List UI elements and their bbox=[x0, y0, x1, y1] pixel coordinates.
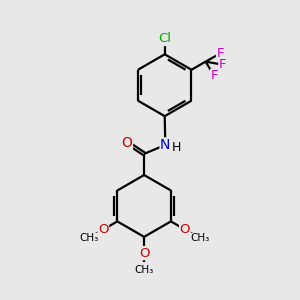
Text: N: N bbox=[160, 138, 170, 152]
Text: O: O bbox=[180, 223, 190, 236]
Text: F: F bbox=[211, 69, 218, 82]
Text: F: F bbox=[217, 47, 224, 60]
Text: CH₃: CH₃ bbox=[79, 233, 98, 243]
Text: H: H bbox=[172, 141, 181, 154]
Text: F: F bbox=[219, 58, 226, 71]
Text: O: O bbox=[139, 247, 149, 260]
Text: CH₃: CH₃ bbox=[134, 265, 154, 275]
Text: O: O bbox=[98, 223, 109, 236]
Text: O: O bbox=[122, 136, 133, 150]
Text: CH₃: CH₃ bbox=[190, 233, 209, 243]
Text: Cl: Cl bbox=[158, 32, 171, 46]
